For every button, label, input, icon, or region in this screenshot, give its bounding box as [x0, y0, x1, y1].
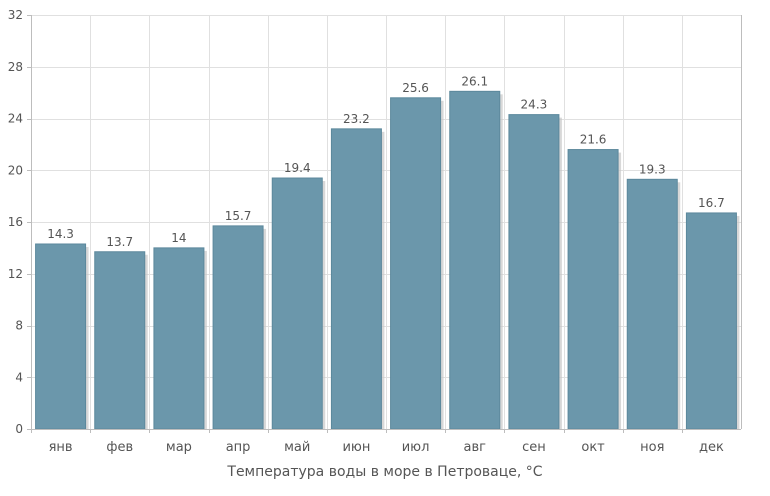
- x-tick-label: ноя: [640, 440, 664, 455]
- axes: 0 4 8 12 16 20 24 28 32 янв фев мар апр май июн июл авг с…: [8, 8, 742, 455]
- x-axis-title: Температура воды в море в Петроваце, °С: [227, 464, 543, 480]
- value-label: 13.7: [106, 235, 133, 249]
- x-tick-label: дек: [699, 440, 724, 455]
- value-label: 19.3: [639, 162, 666, 176]
- x-tick-label: апр: [226, 440, 251, 455]
- bar-окт: [567, 149, 619, 430]
- bar-июн: [330, 128, 382, 430]
- x-tick-label: мар: [166, 440, 192, 455]
- value-label: 21.6: [580, 133, 607, 147]
- value-label: 16.7: [698, 196, 725, 210]
- x-tick-label: июл: [402, 440, 430, 455]
- bar-янв: [35, 243, 87, 430]
- x-tick-label: июн: [342, 440, 370, 455]
- value-label: 14: [171, 231, 186, 245]
- bar-мар: [153, 247, 205, 430]
- x-tick-label: янв: [49, 440, 73, 455]
- value-label: 15.7: [225, 209, 252, 223]
- y-tick-label: 0: [15, 422, 23, 436]
- value-labels: 14.3 13.7 14 15.7 19.4 23.2 25.6 26.1 24.3 21.6 19…: [47, 74, 725, 248]
- bar-сен: [508, 114, 560, 430]
- x-tick-label: май: [284, 440, 310, 455]
- value-label: 25.6: [402, 81, 429, 95]
- bars: [35, 90, 737, 430]
- bar-фев: [94, 251, 146, 430]
- y-tick-label: 24: [8, 112, 23, 126]
- x-tick-label: фев: [106, 440, 133, 455]
- value-label: 14.3: [47, 227, 74, 241]
- x-tick-label: окт: [581, 440, 605, 455]
- y-tick-label: 8: [15, 319, 23, 333]
- x-tick-label: сен: [522, 440, 546, 455]
- value-label: 23.2: [343, 112, 370, 126]
- y-tick-label: 20: [8, 163, 23, 177]
- value-label: 19.4: [284, 161, 311, 175]
- value-label: 26.1: [461, 74, 488, 88]
- bar-июл: [390, 97, 442, 430]
- y-tick-label: 12: [8, 267, 23, 281]
- bar-май: [271, 177, 323, 430]
- y-tick-label: 32: [8, 8, 23, 22]
- y-tick-label: 16: [8, 215, 23, 229]
- y-tick-label: 28: [8, 60, 23, 74]
- x-tick-label: авг: [464, 440, 487, 455]
- bar-авг: [449, 90, 501, 430]
- bar-ноя: [626, 178, 678, 430]
- y-tick-label: 4: [15, 370, 23, 384]
- value-label: 24.3: [521, 98, 548, 112]
- bar-дек: [685, 212, 737, 430]
- bar-апр: [212, 225, 264, 430]
